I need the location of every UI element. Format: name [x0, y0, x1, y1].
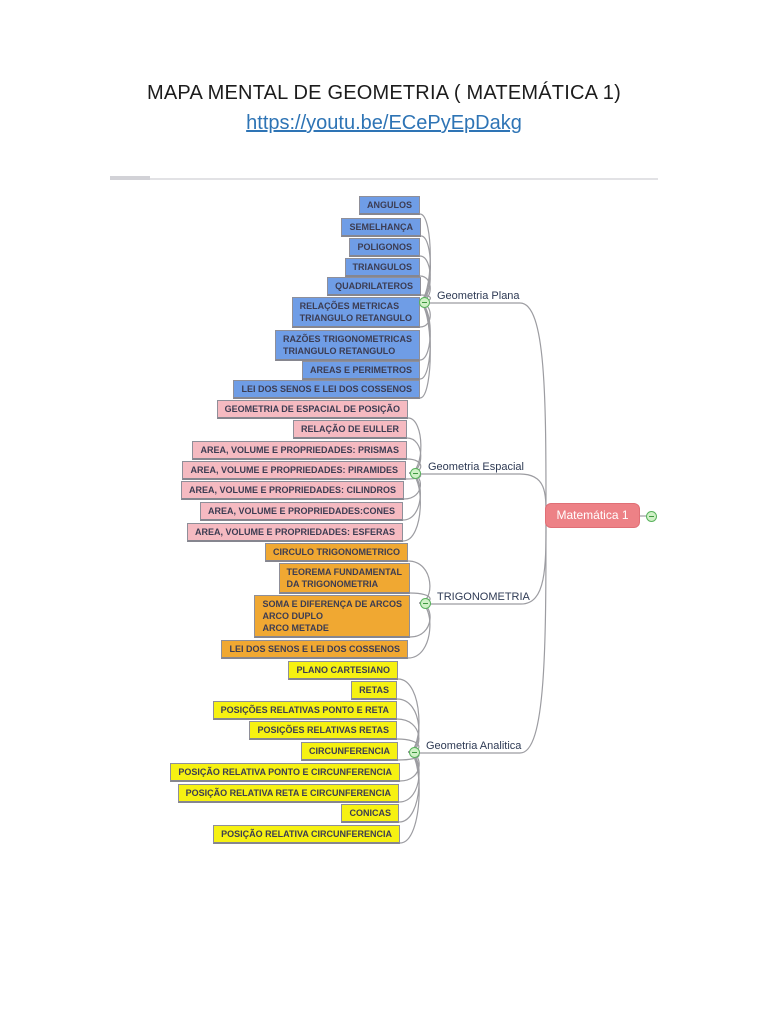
collapse-minus-icon: [418, 296, 430, 308]
branch-label-trigonometria: TRIGONOMETRIA: [437, 591, 530, 603]
image-top-border: [110, 178, 658, 180]
mindmap-node: AREA, VOLUME E PROPRIEDADES: CILINDROS: [180, 481, 404, 500]
video-link-row: https://youtu.be/ECePyEpDakg: [0, 112, 768, 135]
mindmap-node: PLANO CARTESIANO: [288, 661, 398, 680]
mindmap-node: QUADRILATEROS: [327, 277, 421, 296]
mindmap-node: RAZÕES TRIGONOMETRICAS TRIANGULO RETANGU…: [274, 330, 420, 361]
mindmap-node: ANGULOS: [359, 196, 420, 215]
mindmap-node: SOMA E DIFERENÇA DE ARCOS ARCO DUPLO ARC…: [254, 595, 410, 638]
video-link[interactable]: https://youtu.be/ECePyEpDakg: [246, 112, 522, 134]
root-node-matematica-1: Matemática 1: [545, 503, 640, 528]
mindmap-node: AREA, VOLUME E PROPRIEDADES: ESFERAS: [186, 523, 403, 542]
mindmap-node: POLIGONOS: [349, 238, 420, 257]
mindmap-node: CIRCULO TRIGONOMETRICO: [265, 543, 408, 562]
branch-label-geometria-espacial: Geometria Espacial: [428, 461, 524, 473]
mindmap-node: TRIANGULOS: [344, 258, 420, 277]
mindmap-node: GEOMETRIA DE ESPACIAL DE POSIÇÃO: [216, 400, 408, 419]
mindmap-node: AREAS E PERIMETROS: [301, 361, 420, 380]
collapse-minus-icon: [408, 746, 420, 758]
mindmap-node: TEOREMA FUNDAMENTAL DA TRIGONOMETRIA: [278, 563, 410, 594]
mindmap-node: POSIÇÕES RELATIVAS RETAS: [249, 721, 397, 740]
mindmap-node: POSIÇÃO RELATIVA CIRCUNFERENCIA: [213, 825, 400, 844]
mindmap-node: RELAÇÃO DE EULLER: [292, 420, 407, 439]
mindmap-node: CONICAS: [341, 804, 399, 823]
mindmap-node: POSIÇÃO RELATIVA PONTO E CIRCUNFERENCIA: [170, 763, 400, 782]
mindmap-node: CIRCUNFERENCIA: [301, 742, 398, 761]
image-top-border-segment: [110, 176, 150, 180]
mindmap-node: LEI DOS SENOS E LEI DOS COSSENOS: [221, 640, 408, 659]
page-title: MAPA MENTAL DE GEOMETRIA ( MATEMÁTICA 1): [147, 82, 621, 104]
mindmap-node: AREA, VOLUME E PROPRIEDADES: PIRAMIDES: [182, 461, 406, 480]
branch-label-geometria-analitica: Geometria Analitica: [426, 740, 522, 752]
mindmap-node: SEMELHANÇA: [341, 218, 421, 237]
collapse-minus-icon: [419, 597, 431, 609]
mindmap-node: POSIÇÃO RELATIVA RETA E CIRCUNFERENCIA: [177, 784, 399, 803]
collapse-minus-icon: [409, 467, 421, 479]
mindmap-node: LEI DOS SENOS E LEI DOS COSSENOS: [233, 380, 420, 399]
mindmap-node: RETAS: [351, 681, 397, 700]
branch-label-geometria-plana: Geometria Plana: [437, 290, 520, 302]
mindmap-node: AREA, VOLUME E PROPRIEDADES:CONES: [199, 502, 403, 521]
mindmap-node: POSIÇÕES RELATIVAS PONTO E RETA: [212, 701, 397, 720]
mindmap-node: RELAÇÕES METRICAS TRIANGULO RETANGULO: [291, 297, 420, 328]
mindmap-node: AREA, VOLUME E PROPRIEDADES: PRISMAS: [192, 441, 407, 460]
collapse-minus-icon: [645, 510, 657, 522]
